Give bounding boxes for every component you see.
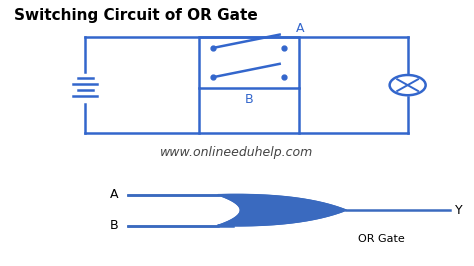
Text: B: B xyxy=(245,93,253,106)
Text: Switching Circuit of OR Gate: Switching Circuit of OR Gate xyxy=(14,8,258,23)
Bar xyxy=(199,37,299,88)
Polygon shape xyxy=(218,194,346,226)
Text: A: A xyxy=(110,188,118,201)
Text: www.onlineeduhelp.com: www.onlineeduhelp.com xyxy=(160,147,314,159)
Text: OR Gate: OR Gate xyxy=(358,234,405,244)
Text: B: B xyxy=(110,219,118,232)
Text: A: A xyxy=(296,22,305,35)
Text: Y: Y xyxy=(455,204,463,217)
